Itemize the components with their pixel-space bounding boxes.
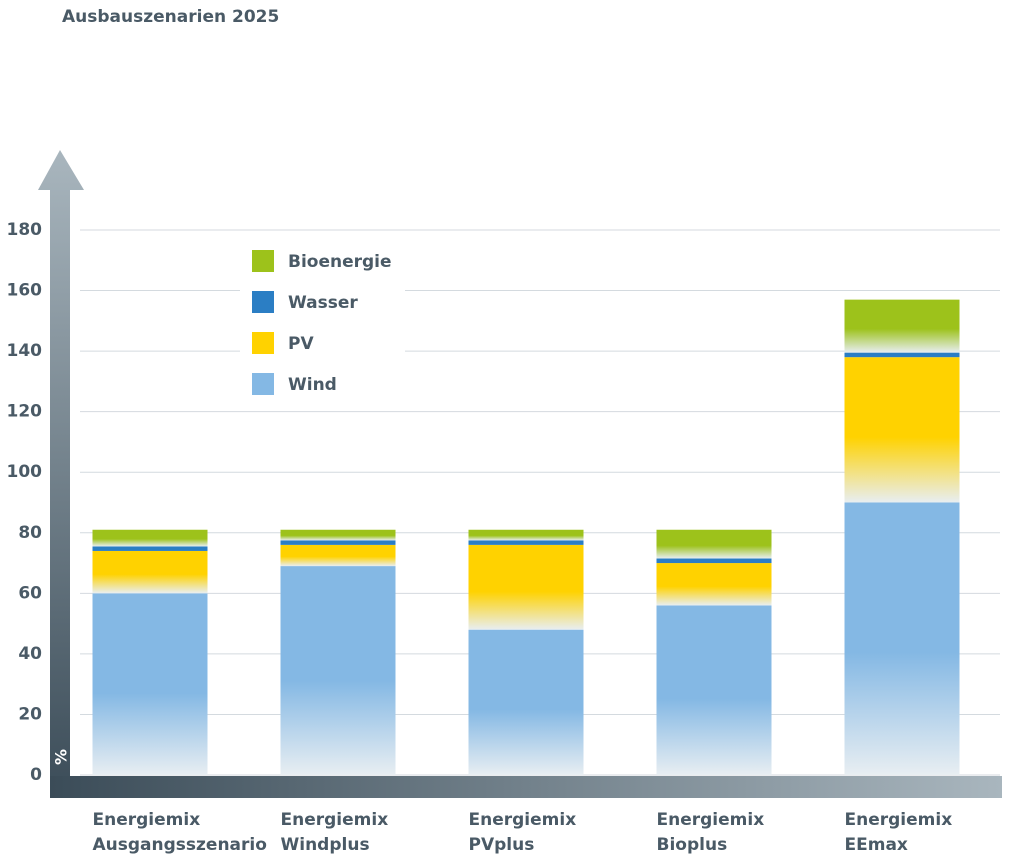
y-tick-label: 0 [30, 765, 42, 785]
x-tick-label: Energiemix [281, 810, 389, 830]
bar-segment [656, 563, 772, 606]
legend-label: Wasser [288, 293, 358, 313]
y-axis-label: % [52, 749, 71, 765]
bar-segment [92, 529, 208, 547]
bar-segment [468, 540, 584, 545]
bar-segment [656, 529, 772, 559]
y-tick-label: 160 [7, 281, 43, 301]
bar-segment [468, 529, 584, 541]
bar-segment [280, 529, 396, 541]
legend-label: Bioenergie [288, 252, 392, 272]
bar-segment [92, 546, 208, 551]
bar-segment [844, 299, 960, 353]
legend-label: PV [288, 334, 314, 354]
legend-swatch [252, 332, 274, 354]
bar-segment [656, 605, 772, 775]
y-tick-label: 20 [18, 704, 42, 724]
bars [92, 299, 960, 775]
legend-label: Wind [288, 375, 337, 395]
bar-segment [468, 629, 584, 775]
legend-swatch [252, 291, 274, 313]
y-tick-label: 80 [18, 523, 42, 543]
y-tick-label: 60 [18, 583, 42, 603]
bar-segment [92, 593, 208, 775]
y-tick-label: 180 [7, 220, 43, 240]
bar-segment [468, 544, 584, 630]
x-tick-label: Windplus [281, 835, 370, 855]
bar-segment [280, 566, 396, 775]
bar-segment [656, 558, 772, 564]
y-tick-label: 40 [18, 644, 42, 664]
bar-segment [92, 550, 208, 594]
legend-swatch [252, 250, 274, 272]
bar-segment [280, 540, 396, 545]
bar-segment [844, 352, 960, 358]
x-axis [50, 776, 1002, 798]
x-tick-label: Ausgangsszenario [93, 835, 267, 855]
y-tick-label: 100 [7, 462, 43, 482]
x-tick-label: Energiemix [469, 810, 577, 830]
x-tick-label: Energiemix [845, 810, 953, 830]
legend-swatch [252, 373, 274, 395]
x-tick-label: PVplus [469, 835, 535, 855]
chart-title: Ausbauszenarien 2025 [62, 7, 279, 27]
bar-segment [844, 502, 960, 775]
y-tick-label: 120 [7, 402, 43, 422]
y-tick-label: 140 [7, 341, 43, 361]
x-tick-label: Bioplus [657, 835, 728, 855]
x-tick-label: Energiemix [657, 810, 765, 830]
x-tick-label: EEmax [845, 835, 908, 855]
y-axis [38, 150, 84, 798]
bar-segment [280, 544, 396, 567]
x-tick-label: Energiemix [93, 810, 201, 830]
bar-segment [844, 357, 960, 503]
